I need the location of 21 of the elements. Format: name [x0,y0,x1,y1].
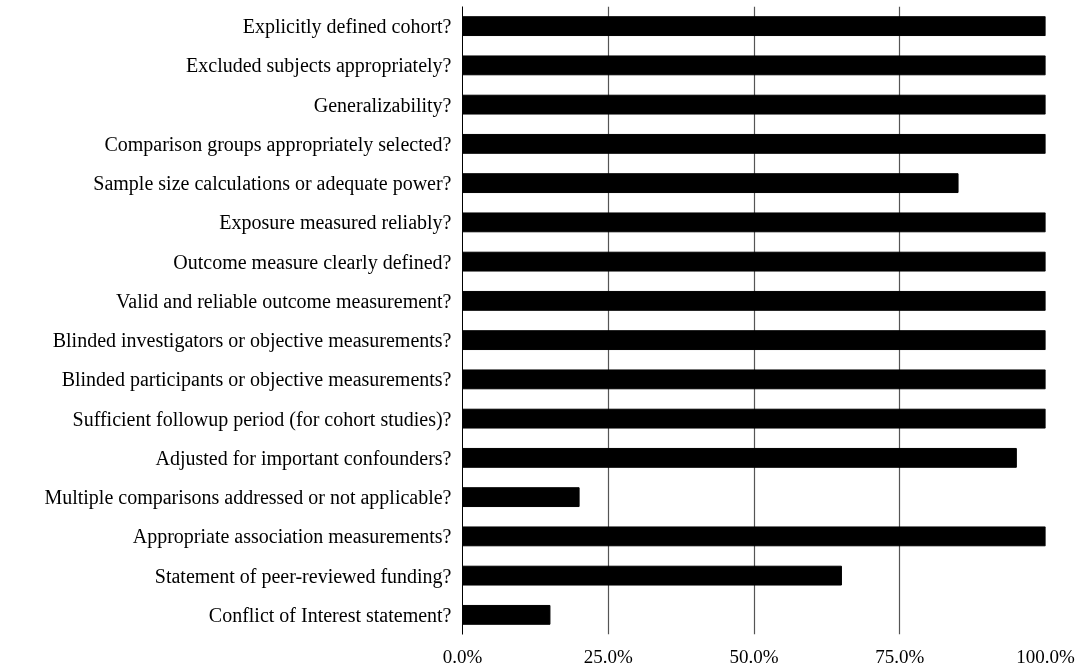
x-tick-label: 75.0% [875,645,925,667]
x-tick-label: 100.0% [1016,645,1075,667]
y-tick-label: Appropriate association measurements? [132,525,452,549]
y-tick-label: Exposure measured reliably? [219,211,452,235]
y-tick-label: Excluded subjects appropriately? [186,54,452,78]
y-tick-label: Blinded participants or objective measurements? [61,368,452,392]
y-tick-label: Blinded investigators or objective measurements? [52,329,452,353]
y-tick-label: Statement of peer-reviewed funding? [154,564,452,588]
x-tick-label: 0.0% [442,645,483,667]
y-tick-label: Outcome measure clearly defined? [173,250,452,274]
y-tick-label: Sufficient followup period (for cohort studies)? [72,407,452,431]
y-tick-label: Explicitly defined cohort? [242,15,452,39]
y-tick-label: Conflict of Interest statement? [208,603,452,626]
y-tick-label: Multiple comparisons addressed or not applicable? [44,486,452,510]
y-tick-label: Valid and reliable outcome measurement? [116,289,452,312]
y-tick-label: Generalizability? [313,93,452,117]
x-tick-label: 25.0% [583,645,633,667]
x-tick-label: 50.0% [729,645,779,667]
y-tick-label: Adjusted for important confounders? [155,446,452,470]
y-tick-label: Sample size calculations or adequate power? [93,172,452,196]
y-tick-label: Comparison groups appropriately selected? [104,132,452,156]
